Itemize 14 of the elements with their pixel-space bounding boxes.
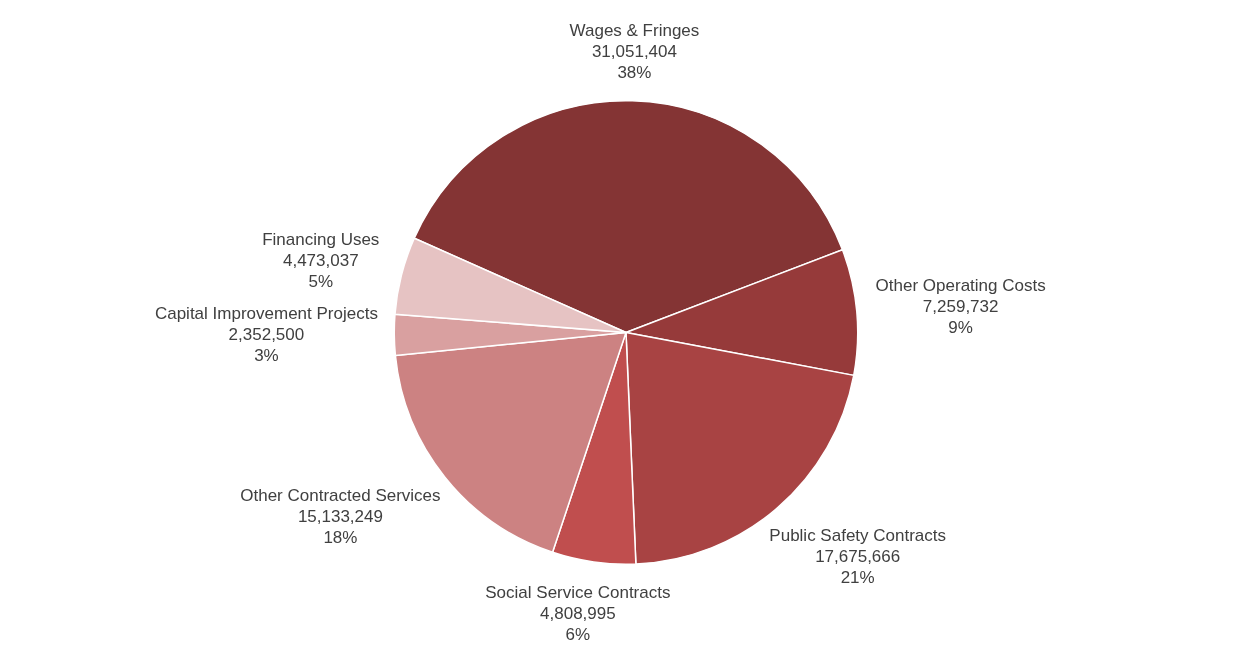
data-label: 15,133,249 18% (297, 507, 383, 548)
data-label: 4,808,995 6% (540, 603, 616, 644)
data-label: 2,352,500 3% (228, 325, 305, 365)
data-label: 7,259,732 9% (922, 296, 999, 337)
slice-label: Public Safety Contracts (769, 525, 947, 545)
data-label: 31,051,404 38% (591, 42, 677, 83)
slice-label: Other Operating Costs (875, 275, 1046, 295)
slice-label: Wages & Fringes (569, 21, 700, 41)
data-label: 17,675,666 21% (815, 546, 901, 587)
data-label: 4,473,037 5% (282, 251, 359, 292)
slice-label: Other Contracted Services (240, 486, 441, 506)
slice-label: Social Service Contracts (485, 582, 671, 602)
slice-label: Capital Improvement Projects (154, 304, 378, 323)
slice-label: Financing Uses (262, 230, 380, 250)
